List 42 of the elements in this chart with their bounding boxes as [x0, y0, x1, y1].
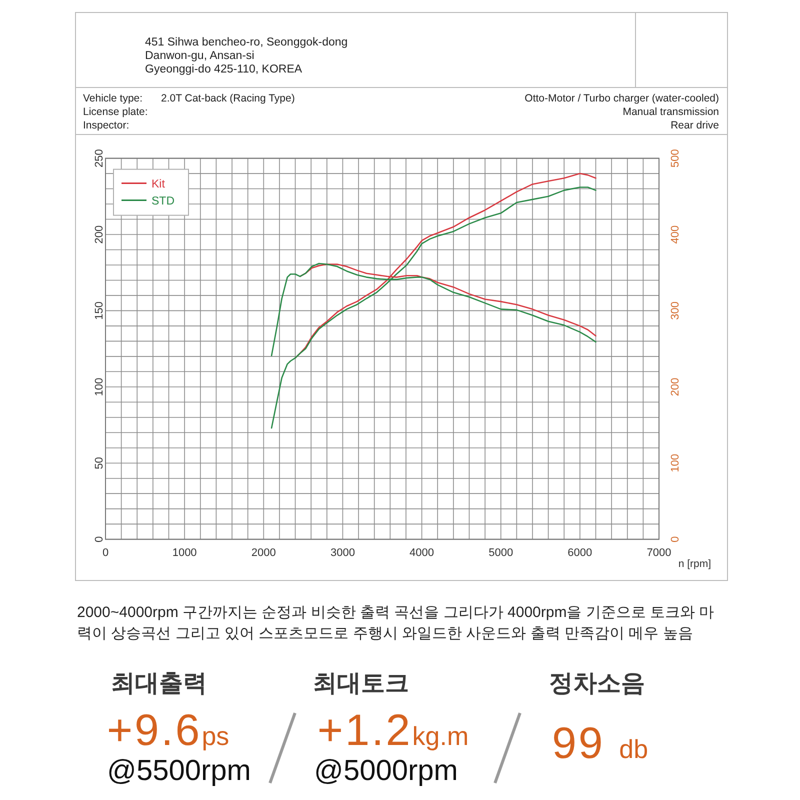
- annotation: 최대토크: [313, 670, 409, 697]
- x-tick-label: 7000: [646, 547, 672, 559]
- annotation: 451 Sihwa bencheo-ro, Seonggok-dong: [145, 36, 348, 48]
- annotation: @5000rpm: [314, 755, 458, 787]
- annotation: 2.0T Cat-back (Racing Type): [161, 92, 295, 104]
- annotation: Rear drive: [670, 120, 719, 132]
- x-tick-label: 5000: [488, 547, 514, 559]
- x-tick-label: 4000: [410, 547, 434, 559]
- x-tick-label: 1000: [172, 547, 197, 559]
- legend-label: STD: [152, 195, 174, 208]
- y2-tick-label: 100: [670, 454, 682, 472]
- annotation: Vehicle type:: [83, 92, 143, 104]
- y2-tick-label: 500: [670, 149, 682, 168]
- legend-label: Kit: [152, 178, 165, 190]
- annotation: 2000~4000rpm 구간까지는 순정과 비슷한 출력 곡선을 그리다가 4000rpm을 기준으로 토크와 마력이 상승곡선 그리고 있어 스포츠모드로 주행시 와일드한 사운드와 출력 만족감이 메우 높음: [77, 604, 714, 642]
- annotation: 99 db: [552, 719, 648, 768]
- y2-tick-label: 300: [670, 302, 682, 320]
- annotation: @5500rpm: [107, 755, 251, 787]
- annotation: 최대출력: [111, 670, 207, 697]
- x-tick-label: 2000: [251, 547, 276, 559]
- annotation: 정차소음: [549, 670, 645, 697]
- annotation: License plate:: [83, 106, 148, 118]
- y2-tick-label: 200: [670, 378, 682, 396]
- y-tick-label: 150: [94, 302, 106, 320]
- y2-tick-label: 0: [670, 536, 682, 542]
- annotation: +1.2kg.m: [317, 706, 469, 755]
- y2-tick-label: 400: [670, 225, 682, 244]
- x-tick-label: 0: [102, 547, 109, 559]
- annotation: +9.6ps: [106, 706, 230, 755]
- y-tick-label: 50: [94, 456, 106, 470]
- x-axis-title: n [rpm]: [678, 558, 711, 570]
- annotation: Inspector:: [83, 120, 130, 132]
- annotation: Gyeonggi-do 425-110, KOREA: [145, 64, 302, 76]
- x-tick-label: 3000: [330, 547, 355, 559]
- y-tick-label: 100: [94, 378, 106, 396]
- y-tick-label: 250: [94, 149, 106, 168]
- annotation: Otto-Motor / Turbo charger (water-cooled): [524, 92, 719, 104]
- x-tick-label: 6000: [568, 547, 592, 559]
- y-tick-label: 0: [94, 536, 106, 542]
- annotation: Danwon-gu, Ansan-si: [145, 50, 254, 62]
- y-tick-label: 200: [94, 225, 106, 244]
- annotation: Manual transmission: [622, 106, 719, 118]
